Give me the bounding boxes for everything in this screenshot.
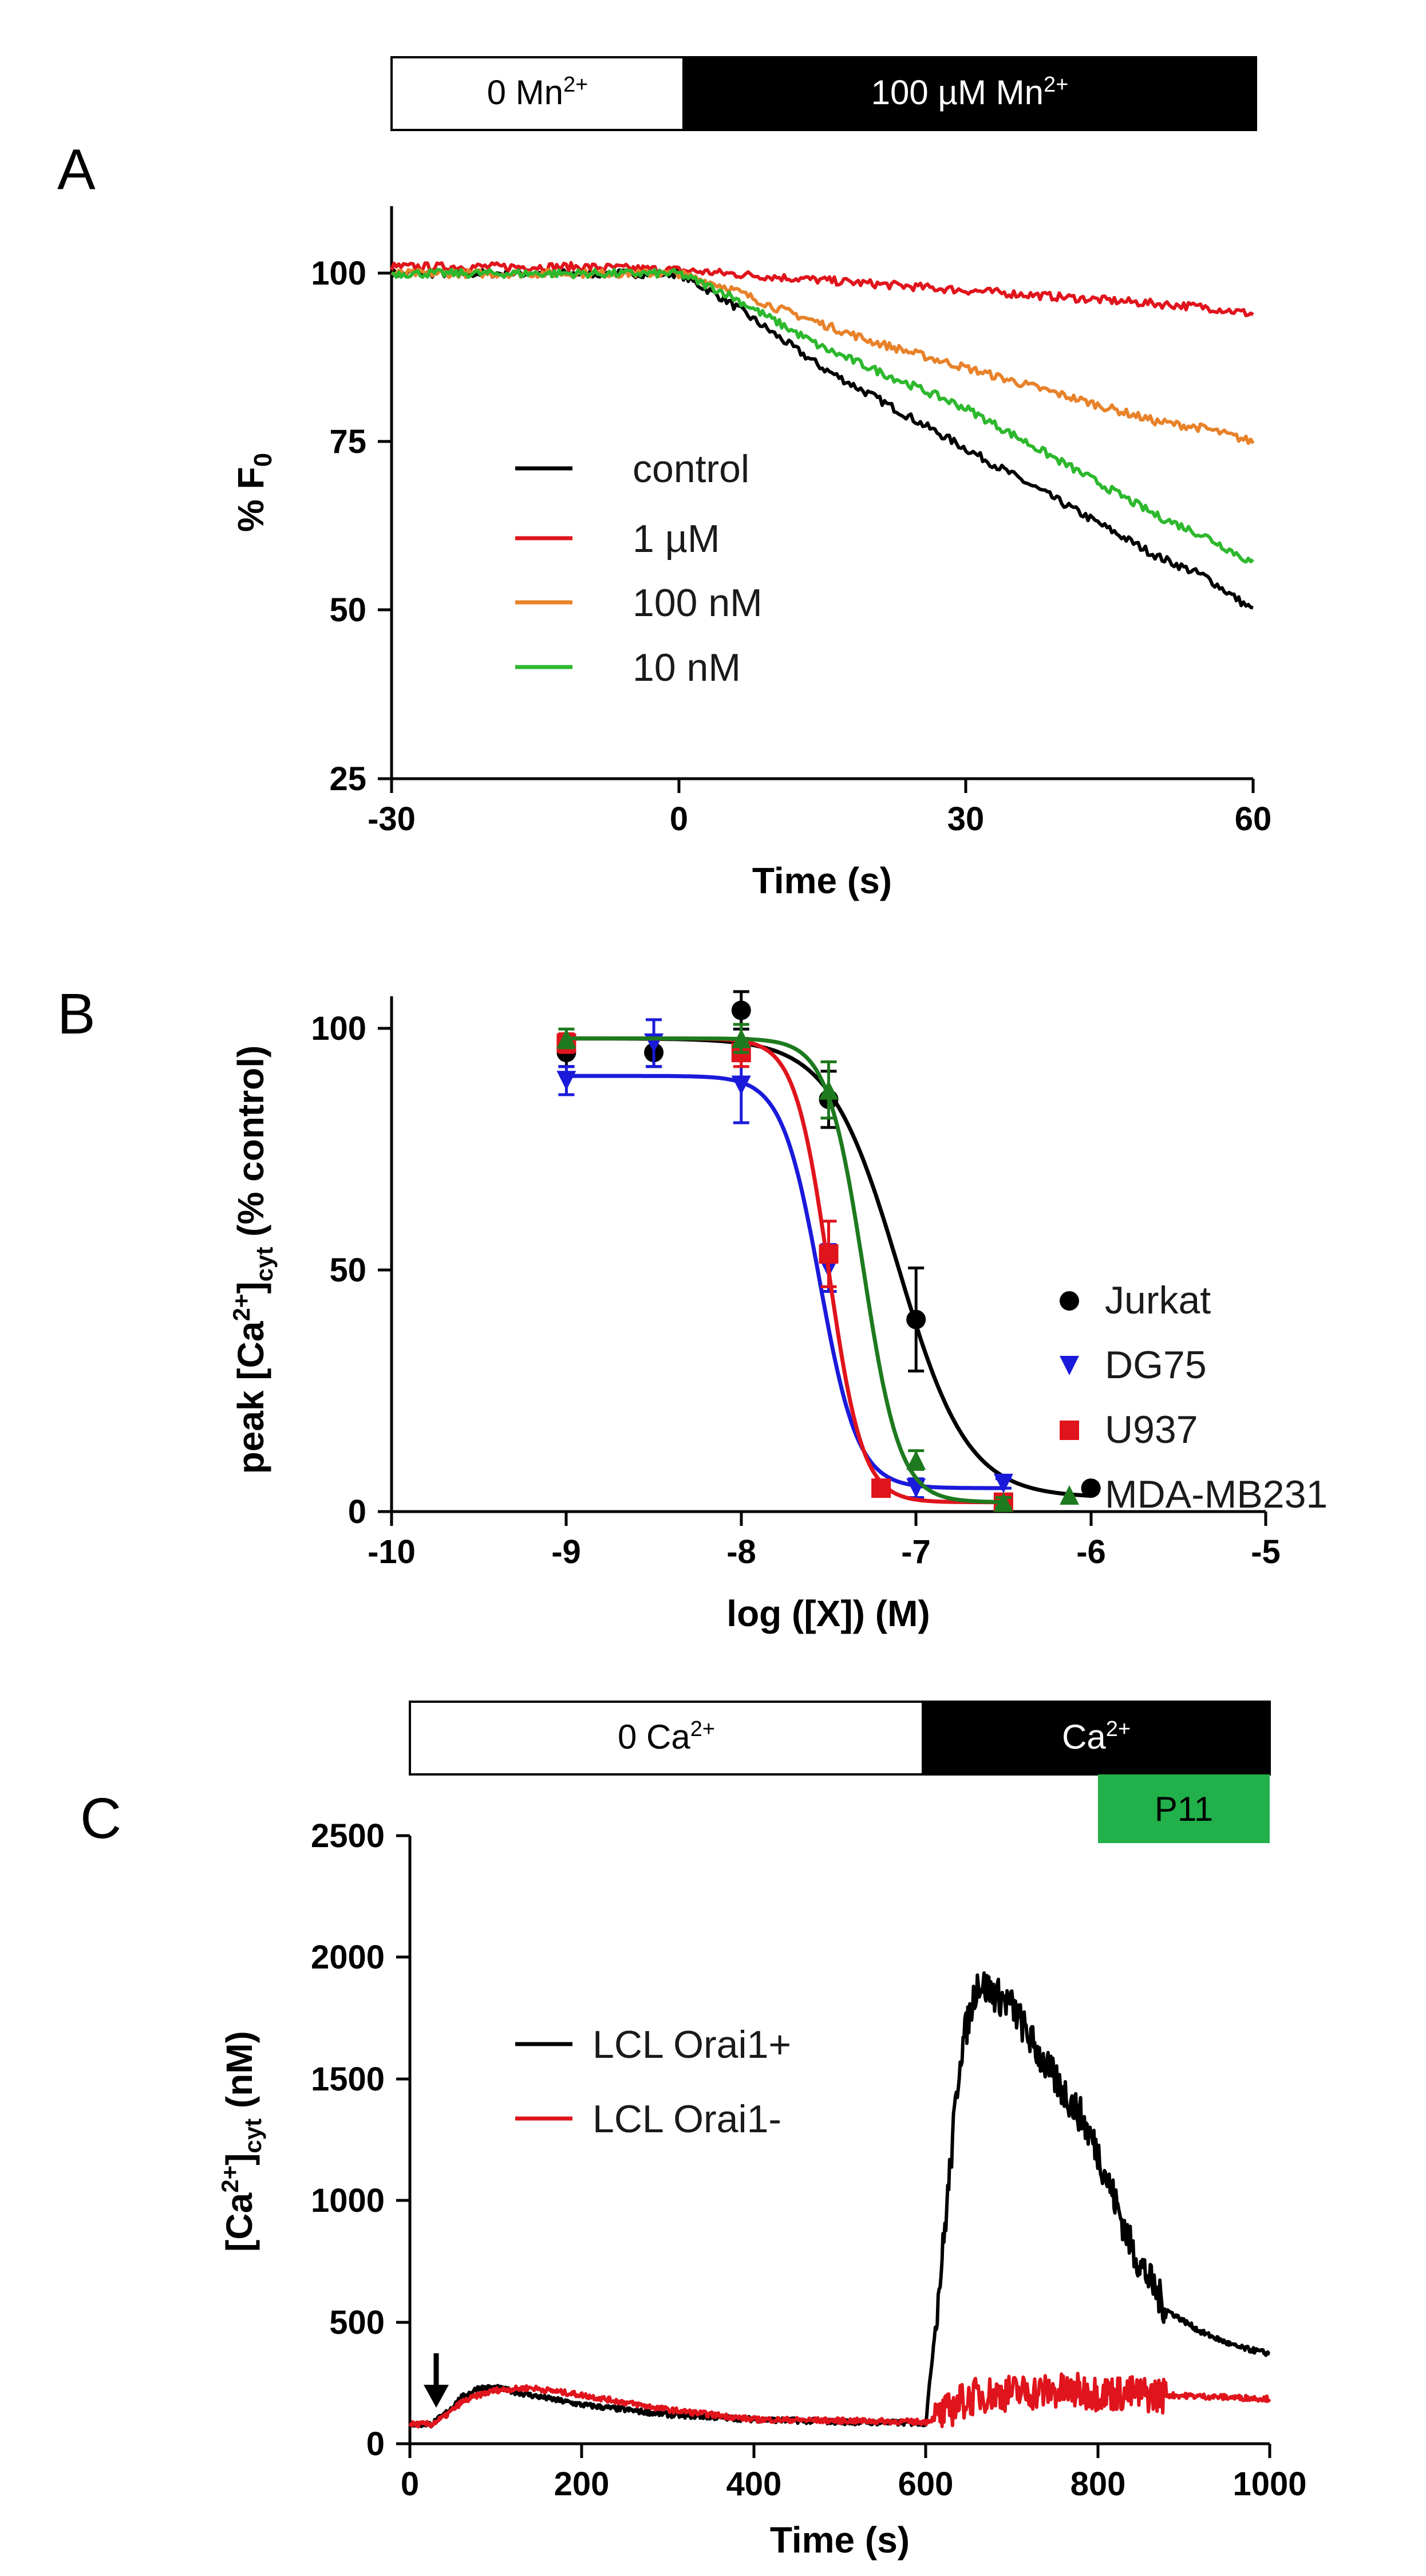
c-xtick-1000: 1000 xyxy=(1233,2465,1306,2503)
data-point-dg75-2 xyxy=(731,1075,751,1095)
c-ytick-0: 0 xyxy=(366,2425,385,2463)
panel-c-axes xyxy=(396,1834,1271,2458)
b-xtick-m8: -8 xyxy=(726,1533,756,1571)
data-point-jurkat-5 xyxy=(1081,1478,1101,1498)
legend-c-orai1minus: LCL Orai1- xyxy=(592,2097,781,2141)
data-point-jurkat-4 xyxy=(906,1309,926,1330)
panel-c-legend: LCL Orai1+ LCL Orai1- xyxy=(515,2023,791,2141)
panel-a-plot xyxy=(390,261,1255,610)
series-line-1-m xyxy=(390,261,1254,317)
c-xtick-200: 200 xyxy=(554,2465,610,2503)
series-line-100-nm xyxy=(390,268,1255,445)
legend-b-jurkat: Jurkat xyxy=(1105,1279,1211,1322)
b-ylabel: peak [Ca2+]cyt (% control) xyxy=(228,1046,278,1474)
legend-a-1um: 1 µM xyxy=(633,517,720,561)
b-ytick-0: 0 xyxy=(348,1493,366,1530)
data-point-mda-mb231-1 xyxy=(731,1028,751,1048)
legend-b-u937: U937 xyxy=(1105,1408,1198,1451)
series-line-lcl-orai1 xyxy=(408,2372,1271,2429)
c-xtick-600: 600 xyxy=(898,2465,954,2503)
panel-letter-a: A xyxy=(57,137,96,202)
bar-c-right-label: Ca2+ xyxy=(1062,1717,1131,1756)
b-xtick-m7: -7 xyxy=(901,1533,931,1571)
panel-a-condition-bar: 0 Mn2+ 100 µM Mn2+ xyxy=(390,56,1257,131)
b-xtick-m10: -10 xyxy=(368,1533,416,1571)
data-point-dg75-0 xyxy=(556,1071,576,1091)
b-ytick-50: 50 xyxy=(329,1252,366,1289)
panel-c-condition-bar: 0 Ca2+ Ca2+ P11 xyxy=(409,1701,1271,1843)
data-point-jurkat-2 xyxy=(731,1000,751,1020)
panel-b-plot xyxy=(556,990,1101,1512)
c-ytick-1000: 1000 xyxy=(311,2182,385,2219)
legend-a-control: control xyxy=(633,447,749,491)
panel-b-axes xyxy=(378,996,1267,1526)
panel-letter-c: C xyxy=(80,1786,121,1851)
stimulus-arrow-head xyxy=(424,2385,449,2408)
a-ytick-75: 75 xyxy=(329,423,366,460)
legend-b-marker-u937 xyxy=(1060,1421,1079,1440)
a-xtick-60: 60 xyxy=(1235,800,1272,838)
fit-curve-u937 xyxy=(566,1036,1004,1505)
legend-c-orai1plus: LCL Orai1+ xyxy=(592,2023,791,2066)
a-ytick-100: 100 xyxy=(311,255,366,292)
a-ytick-25: 25 xyxy=(329,760,366,798)
data-point-mda-mb231-0 xyxy=(556,1028,576,1048)
legend-b-mda: MDA-MB231 xyxy=(1105,1473,1328,1516)
p11-bar xyxy=(1098,1774,1270,1843)
legend-a-10nm: 10 nM xyxy=(633,646,741,689)
bar-c-left-label: 0 Ca2+ xyxy=(618,1717,715,1756)
data-point-mda-mb231-3 xyxy=(906,1450,926,1470)
panel-b: B 0 50 100 -10 -9 -8 -7 -6 -5 log ([X]) … xyxy=(57,982,1328,1634)
legend-b-marker-dg75 xyxy=(1060,1356,1079,1375)
panel-c: 0 Ca2+ Ca2+ P11 C 0 500 1000 1500 2000 2… xyxy=(80,1701,1307,2561)
data-point-mda-mb231-2 xyxy=(819,1080,839,1100)
data-point-u937-2 xyxy=(819,1244,839,1264)
p11-label: P11 xyxy=(1155,1790,1213,1828)
data-point-mda-mb231-4 xyxy=(993,1492,1013,1512)
c-xlabel: Time (s) xyxy=(770,2519,910,2561)
a-xlabel: Time (s) xyxy=(752,860,892,901)
c-ytick-1500: 1500 xyxy=(311,2061,385,2098)
panel-c-plot xyxy=(408,1971,1271,2429)
panel-a-axes xyxy=(378,206,1255,793)
c-xtick-0: 0 xyxy=(401,2465,419,2503)
panel-a-legend: control 1 µM 100 nM 10 nM xyxy=(515,447,763,689)
c-ytick-500: 500 xyxy=(329,2304,385,2341)
a-ylabel: % F0 xyxy=(230,453,277,532)
b-xlabel: log ([X]) (M) xyxy=(726,1593,930,1634)
b-xtick-m6: -6 xyxy=(1076,1533,1106,1571)
legend-b-marker-jurkat xyxy=(1060,1291,1079,1311)
data-point-u937-3 xyxy=(871,1478,891,1498)
bar-a-right-label: 100 µM Mn2+ xyxy=(871,73,1069,112)
data-point-dg75-5 xyxy=(993,1473,1013,1493)
b-ytick-100: 100 xyxy=(311,1010,366,1047)
panel-letter-b: B xyxy=(57,982,96,1046)
c-xtick-400: 400 xyxy=(726,2465,782,2503)
legend-a-100nm: 100 nM xyxy=(633,581,763,625)
bar-a-left-label: 0 Mn2+ xyxy=(487,73,588,112)
c-ytick-2000: 2000 xyxy=(311,1939,385,1976)
fit-curve-mda-mb231 xyxy=(566,1036,1004,1504)
panel-b-legend: Jurkat DG75 U937 MDA-MB231 xyxy=(1060,1279,1328,1516)
panel-a: 0 Mn2+ 100 µM Mn2+ A 25 50 75 100 -30 0 … xyxy=(57,56,1272,901)
c-ytick-2500: 2500 xyxy=(311,1817,385,1855)
b-xtick-m5: -5 xyxy=(1251,1533,1281,1571)
b-xtick-m9: -9 xyxy=(551,1533,581,1571)
c-xtick-800: 800 xyxy=(1071,2465,1126,2503)
a-xtick-30: 30 xyxy=(947,800,985,838)
legend-b-dg75: DG75 xyxy=(1105,1343,1207,1387)
series-line-10-nm xyxy=(391,267,1254,564)
legend-b-marker-mda-mb231 xyxy=(1060,1485,1079,1505)
a-xtick-0: 0 xyxy=(670,800,688,838)
a-xtick-m30: -30 xyxy=(368,800,416,838)
panel-c-arrow-annotation xyxy=(424,2353,449,2408)
a-ytick-50: 50 xyxy=(329,591,366,629)
series-line-lcl-orai1 xyxy=(409,1971,1271,2429)
c-ylabel: [Ca2+]cyt (nM) xyxy=(216,2031,266,2252)
fit-curve-dg75 xyxy=(566,1074,1004,1490)
